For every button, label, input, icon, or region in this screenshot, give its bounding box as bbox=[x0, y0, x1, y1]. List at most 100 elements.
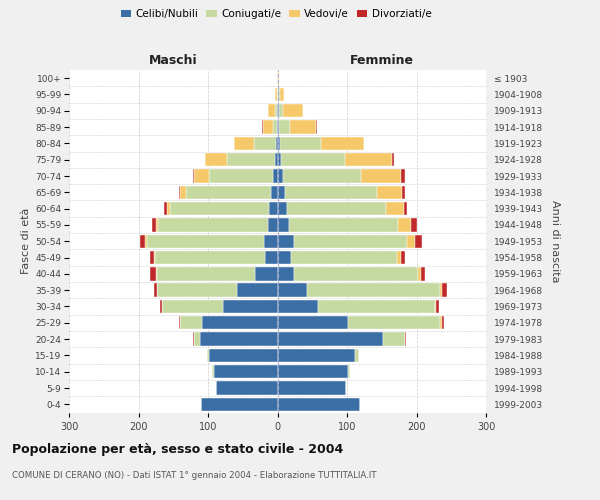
Bar bbox=[320, 136, 364, 150]
Bar bbox=[415, 234, 422, 248]
Bar bbox=[277, 300, 318, 313]
Bar bbox=[278, 88, 280, 101]
Bar bbox=[392, 153, 394, 166]
Bar bbox=[407, 234, 415, 248]
Bar bbox=[209, 348, 277, 362]
Bar bbox=[235, 136, 254, 150]
Bar bbox=[262, 120, 263, 134]
Bar bbox=[179, 186, 187, 199]
Bar bbox=[274, 170, 277, 182]
Bar bbox=[307, 284, 440, 297]
Bar bbox=[151, 251, 154, 264]
Bar bbox=[401, 170, 406, 182]
Bar bbox=[187, 186, 271, 199]
Bar bbox=[193, 170, 194, 182]
Bar bbox=[277, 120, 279, 134]
Bar bbox=[277, 186, 285, 199]
Bar bbox=[151, 267, 156, 280]
Bar bbox=[442, 316, 443, 330]
Bar bbox=[268, 104, 275, 118]
Bar bbox=[275, 88, 277, 101]
Bar bbox=[263, 120, 272, 134]
Bar bbox=[263, 234, 277, 248]
Bar bbox=[170, 202, 269, 215]
Bar bbox=[411, 218, 416, 232]
Bar bbox=[281, 153, 345, 166]
Bar bbox=[223, 300, 277, 313]
Bar bbox=[157, 284, 237, 297]
Bar bbox=[440, 284, 442, 297]
Bar bbox=[277, 88, 278, 101]
Text: Femmine: Femmine bbox=[350, 54, 414, 66]
Bar bbox=[193, 332, 194, 346]
Bar bbox=[145, 234, 147, 248]
Bar bbox=[397, 251, 401, 264]
Bar bbox=[277, 234, 294, 248]
Bar bbox=[212, 365, 214, 378]
Bar bbox=[265, 251, 277, 264]
Y-axis label: Fasce di età: Fasce di età bbox=[21, 208, 31, 274]
Bar bbox=[155, 251, 265, 264]
Bar bbox=[209, 170, 274, 182]
Bar bbox=[156, 267, 157, 280]
Bar bbox=[255, 267, 277, 280]
Bar bbox=[200, 332, 277, 346]
Bar bbox=[386, 202, 404, 215]
Bar bbox=[214, 365, 277, 378]
Bar bbox=[289, 218, 398, 232]
Bar bbox=[277, 267, 294, 280]
Bar bbox=[279, 120, 290, 134]
Text: Popolazione per età, sesso e stato civile - 2004: Popolazione per età, sesso e stato civil… bbox=[12, 442, 343, 456]
Bar bbox=[277, 365, 349, 378]
Bar bbox=[277, 136, 280, 150]
Bar bbox=[237, 284, 277, 297]
Bar bbox=[276, 136, 277, 150]
Bar bbox=[401, 251, 404, 264]
Bar bbox=[158, 218, 268, 232]
Bar bbox=[280, 88, 284, 101]
Bar bbox=[434, 300, 436, 313]
Bar bbox=[277, 218, 289, 232]
Bar bbox=[277, 251, 292, 264]
Bar bbox=[201, 398, 277, 411]
Bar bbox=[402, 186, 406, 199]
Bar bbox=[377, 186, 402, 199]
Bar bbox=[272, 120, 277, 134]
Bar bbox=[154, 251, 155, 264]
Bar bbox=[292, 251, 397, 264]
Bar bbox=[277, 72, 279, 85]
Bar bbox=[275, 104, 277, 118]
Bar bbox=[180, 316, 202, 330]
Bar bbox=[418, 267, 421, 280]
Bar bbox=[283, 104, 302, 118]
Bar bbox=[349, 316, 440, 330]
Text: COMUNE DI CERANO (NO) - Dati ISTAT 1° gennaio 2004 - Elaborazione TUTTITALIA.IT: COMUNE DI CERANO (NO) - Dati ISTAT 1° ge… bbox=[12, 471, 377, 480]
Bar bbox=[294, 267, 418, 280]
Bar bbox=[436, 300, 439, 313]
Bar bbox=[160, 300, 162, 313]
Bar bbox=[277, 104, 279, 118]
Bar bbox=[383, 332, 406, 346]
Bar bbox=[154, 284, 157, 297]
Bar bbox=[164, 202, 167, 215]
Bar bbox=[157, 267, 255, 280]
Bar bbox=[271, 186, 277, 199]
Bar bbox=[275, 153, 277, 166]
Bar bbox=[442, 284, 447, 297]
Bar bbox=[268, 218, 277, 232]
Bar bbox=[208, 348, 209, 362]
Bar bbox=[361, 170, 401, 182]
Bar bbox=[318, 300, 434, 313]
Bar bbox=[277, 170, 283, 182]
Legend: Celibi/Nubili, Coniugati/e, Vedovi/e, Divorziati/e: Celibi/Nubili, Coniugati/e, Vedovi/e, Di… bbox=[116, 5, 436, 24]
Bar bbox=[156, 218, 158, 232]
Bar bbox=[162, 300, 223, 313]
Bar bbox=[140, 234, 145, 248]
Bar bbox=[152, 218, 156, 232]
Bar bbox=[194, 332, 200, 346]
Bar bbox=[280, 136, 320, 150]
Bar bbox=[179, 316, 180, 330]
Bar bbox=[421, 267, 425, 280]
Bar bbox=[277, 348, 355, 362]
Bar bbox=[316, 120, 317, 134]
